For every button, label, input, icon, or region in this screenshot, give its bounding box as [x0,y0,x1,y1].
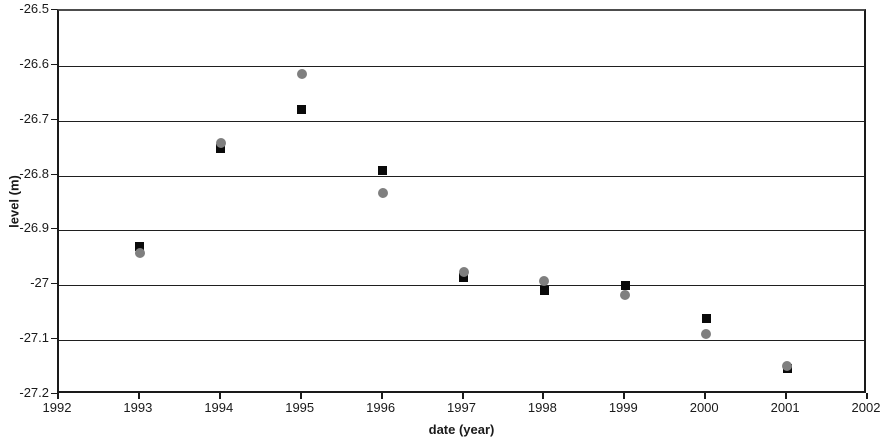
data-point-circle [620,290,631,301]
data-point-circle [782,361,793,372]
x-tick-label: 1995 [285,400,315,415]
y-tick-label: -26.6 [19,55,49,71]
y-axis-tick [51,9,57,10]
y-tick-label: -27.2 [19,385,49,400]
gridline [59,175,864,177]
gridline [59,285,864,287]
gridline [59,65,864,67]
y-axis-tick [51,338,57,340]
gridline [59,230,864,232]
x-axis-tick [137,393,140,399]
x-axis-tick [866,393,868,399]
data-point-square [135,242,145,252]
data-point-square [701,313,711,323]
x-axis-tick [57,393,59,399]
x-tick-label: 2001 [770,400,800,415]
x-axis-tick [623,393,626,399]
y-axis-tick [51,228,57,230]
x-axis-tick [218,393,221,399]
data-point-square [620,280,630,290]
x-axis-tick [380,393,383,399]
x-axis-tick [299,393,302,399]
x-axis-tick [461,393,464,399]
data-point-square [297,105,307,115]
x-tick-label: 1994 [204,400,234,415]
data-point-circle [134,248,145,259]
x-tick-label: 1996 [366,400,396,415]
y-tick-label: -27.1 [19,330,49,346]
x-axis-title: date (year) [428,422,495,437]
gridline [59,120,864,122]
data-point-circle [539,275,550,286]
x-tick-label: 1993 [123,400,153,415]
data-point-square [216,143,226,153]
y-axis-title: level (m) [6,175,22,228]
y-tick-label: -26.7 [19,110,49,126]
x-tick-label: 2002 [851,400,881,415]
y-tick-label: -26.9 [19,220,49,236]
y-axis-tick [51,283,57,285]
data-point-square [378,165,388,175]
data-point-circle [701,328,712,339]
gridline [59,340,864,342]
data-point-square [539,286,549,296]
data-point-circle [377,188,388,199]
y-tick-label: -27 [30,275,49,291]
x-axis-tick [704,393,707,399]
y-tick-label: -26.5 [19,1,49,16]
data-point-circle [215,137,226,148]
x-tick-label: 1992 [42,400,72,415]
data-point-square [459,272,468,282]
x-tick-label: 1997 [447,400,476,415]
data-point-circle [458,266,469,277]
data-point-circle [296,69,307,80]
y-axis-tick [51,118,57,120]
x-tick-label: 2000 [689,400,719,415]
y-axis-tick [51,63,57,65]
x-axis-tick [542,393,545,399]
y-tick-label: -26.8 [19,165,49,181]
y-axis-tick [51,173,57,175]
x-axis-tick [785,393,788,399]
y-axis-tick [51,393,57,394]
x-tick-label: 1998 [527,400,557,415]
plot-area [57,9,866,393]
x-tick-label: 1999 [608,400,638,415]
